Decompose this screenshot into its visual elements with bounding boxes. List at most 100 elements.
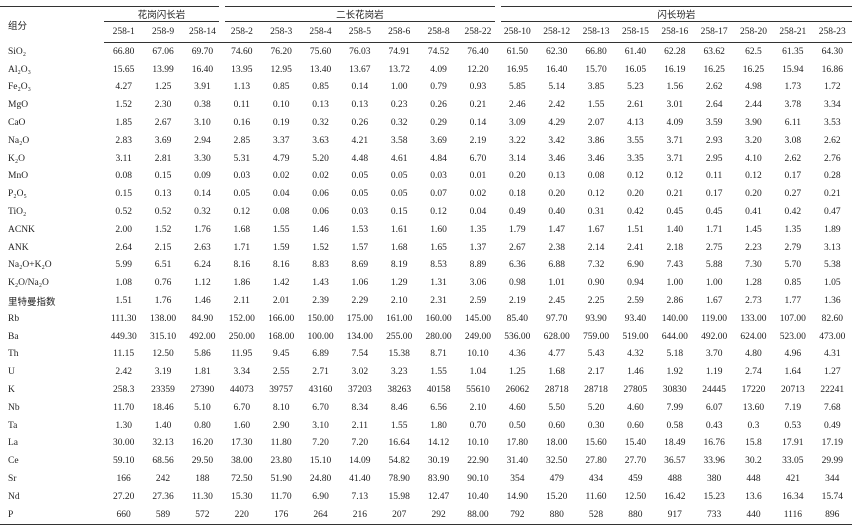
cell-value: 448 [746, 474, 761, 485]
cell-value: 0.05 [351, 171, 369, 182]
cell-value: 13.72 [388, 64, 410, 75]
table-row: Nd 27.20 27.36 11.30 15.30 11.70 6.90 7.13 15.98… [0, 488, 852, 506]
cell-value: 7.20 [312, 438, 329, 449]
cell-value: 0.10 [272, 100, 290, 111]
cell-value: 1.59 [272, 242, 290, 253]
cell-value: 38.00 [231, 456, 253, 467]
cell-value: 0.01 [469, 171, 487, 182]
cell-value: 0.40 [548, 207, 565, 218]
cell-value: 6.51 [154, 260, 172, 271]
sample-header: 258-3 [261, 21, 301, 43]
row-label: ACNK [8, 224, 35, 235]
row-label: TiO₂ [8, 207, 27, 218]
table-row: Al₂O₃ 15.65 13.99 16.40 13.95 12.95 13.40 13.67… [0, 61, 852, 79]
cell-value: 13.67 [349, 64, 371, 75]
cell-value: 2.76 [823, 153, 841, 164]
cell-value: 111.30 [110, 313, 137, 324]
sample-header: 258-10 [497, 21, 538, 43]
cell-value: 6.90 [627, 260, 644, 271]
cell-value: 5.99 [115, 260, 132, 271]
cell-value: 880 [615, 505, 656, 525]
cell-value: 28718 [544, 385, 569, 396]
cell-value: 0.58 [666, 420, 684, 431]
cell-value: 0.13 [154, 189, 172, 200]
cell-value: 2.41 [627, 242, 644, 253]
cell-value: 16.20 [191, 438, 214, 449]
cell-value: 27.36 [152, 491, 174, 502]
row-label: Ce [8, 456, 19, 467]
sample-header: 258-14 [182, 21, 223, 43]
cell-value: 66.80 [585, 46, 607, 57]
row-label: Nb [8, 402, 20, 413]
cell-value: 90.10 [467, 474, 489, 485]
cell-value: 258.3 [112, 385, 135, 396]
cell-value: 76.40 [467, 46, 489, 57]
row-label: Al₂O₃ [8, 64, 31, 75]
cell-value: 1.61 [390, 224, 408, 235]
cell-value: 14.90 [506, 491, 529, 502]
cell-value: 1116 [773, 505, 813, 525]
cell-value: 2.63 [194, 242, 211, 253]
cell-value: 2.55 [272, 367, 290, 378]
cell-value: 30.19 [427, 456, 450, 467]
cell-value: 6.90 [312, 491, 329, 502]
cell-value: 354 [510, 474, 525, 485]
cell-value: 2.00 [115, 224, 132, 235]
cell-value: 8.69 [351, 260, 369, 271]
cell-value: 3.34 [823, 100, 841, 111]
cell-value: 523.00 [779, 331, 806, 342]
cell-value: 175.00 [346, 313, 373, 324]
cell-value: 11.80 [270, 438, 292, 449]
cell-value: 0.05 [390, 171, 408, 182]
cell-value: 30830 [662, 385, 687, 396]
cell-value: 16.05 [624, 64, 647, 75]
cell-value: 1.73 [784, 82, 802, 93]
cell-value: 1.68 [548, 367, 565, 378]
cell-value: 5.18 [666, 349, 684, 360]
row-label: CaO [8, 118, 26, 129]
cell-value: 23.80 [270, 456, 292, 467]
cell-value: 1.52 [312, 242, 329, 253]
cell-value: 0.18 [509, 189, 526, 200]
row-label: U [8, 367, 15, 378]
cell-value: 0.13 [312, 100, 329, 111]
cell-value: 1.08 [115, 278, 132, 289]
cell-value: 5.38 [823, 260, 841, 271]
cell-value: 0.70 [469, 420, 487, 431]
cell-value: 4.10 [745, 153, 762, 164]
cell-value: 1.36 [823, 296, 841, 307]
table-row: P₂O₅ 0.15 0.13 0.14 0.05 0.04 0.06 0.05 0.05 0.07… [0, 185, 852, 203]
cell-value: 119.00 [701, 313, 728, 324]
cell-value: 3.70 [705, 349, 723, 360]
cell-value: 1.42 [272, 278, 290, 289]
cell-value: 12.20 [467, 64, 489, 75]
cell-value: 449.30 [110, 331, 137, 342]
cell-value: 1.04 [469, 367, 487, 378]
cell-value: 1.52 [115, 100, 132, 111]
cell-value: 2.45 [548, 296, 565, 307]
cell-value: 2.30 [154, 100, 172, 111]
cell-value: 64.30 [821, 46, 843, 57]
cell-value: 7.19 [784, 402, 802, 413]
sample-header: 258-23 [812, 21, 852, 43]
cell-value: 3.37 [272, 135, 290, 146]
cell-value: 6.07 [705, 402, 723, 413]
cell-value: 1.46 [194, 296, 211, 307]
cell-value: 1.27 [823, 367, 841, 378]
cell-value: 7.30 [745, 260, 762, 271]
cell-value: 3.46 [548, 153, 565, 164]
cell-value: 3.10 [312, 420, 329, 431]
cell-value: 0.76 [154, 278, 172, 289]
cell-value: 18.46 [152, 402, 174, 413]
cell-value: 12.95 [270, 64, 292, 75]
cell-value: 2.15 [154, 242, 172, 253]
cell-value: 29.99 [821, 456, 843, 467]
cell-value: 1.68 [233, 224, 251, 235]
cell-value: 1.45 [745, 224, 762, 235]
cell-value: 16.86 [821, 64, 843, 75]
cell-value: 12.50 [624, 491, 647, 502]
cell-value: 1.25 [509, 367, 526, 378]
cell-value: 30.00 [112, 438, 135, 449]
cell-value: 1.51 [627, 224, 644, 235]
cell-value: 5.20 [587, 402, 605, 413]
